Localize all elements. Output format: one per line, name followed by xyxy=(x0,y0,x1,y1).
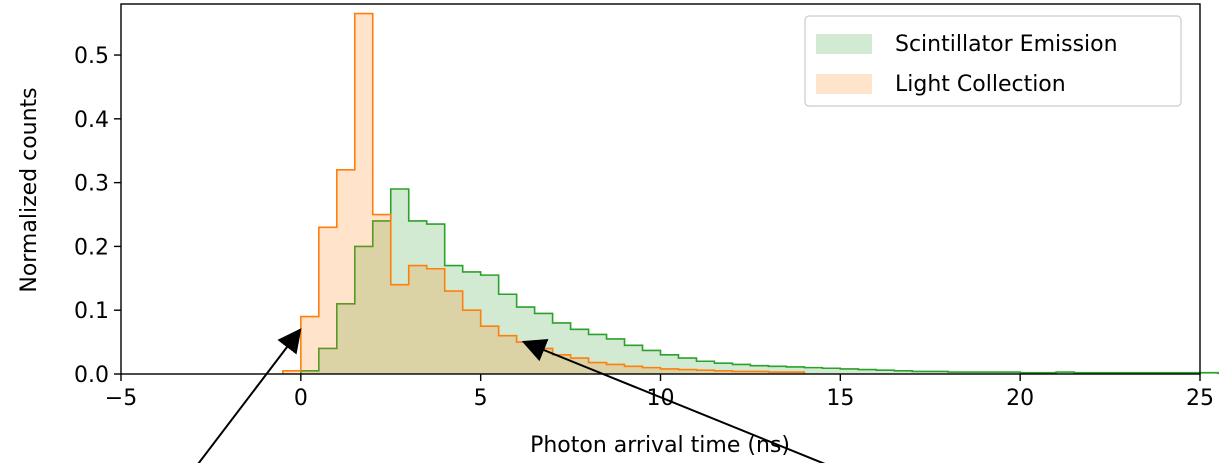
x-tick-label: 0 xyxy=(294,386,308,411)
histogram-bar xyxy=(822,368,841,374)
histogram-bar xyxy=(336,169,355,374)
histogram-bar xyxy=(282,370,301,374)
histogram-bar xyxy=(894,370,913,374)
y-tick-label: 0.5 xyxy=(74,44,109,69)
histogram-bar xyxy=(678,369,697,374)
legend: Scintillator Emission Light Collection xyxy=(804,15,1182,107)
legend-label-scintillator-emission: Scintillator Emission xyxy=(895,32,1118,57)
histogram-bar xyxy=(840,368,859,374)
histogram-bar xyxy=(714,363,733,374)
histogram-bar xyxy=(300,316,319,374)
legend-swatch-scintillator-emission xyxy=(816,34,872,54)
histogram-bar xyxy=(966,372,985,374)
histogram-bar xyxy=(696,370,715,374)
series-scintillator-emission xyxy=(300,188,1219,375)
histogram-bar xyxy=(426,224,445,374)
histogram-bar xyxy=(354,246,373,374)
axes-layer: −5 0 5 10 15 20 25 0.0 0.1 0.2 0.3 0.4 0.5 xyxy=(74,3,1214,411)
histogram-bar xyxy=(732,364,751,374)
histogram-bar xyxy=(714,370,733,374)
histogram-bar xyxy=(606,364,625,374)
histogram-bar xyxy=(516,342,535,374)
y-axis-label: Normalized counts xyxy=(17,87,42,292)
series-outline xyxy=(300,188,1219,375)
histogram-bar xyxy=(588,362,607,374)
histogram-bar xyxy=(750,371,769,374)
y-tick-label: 0.3 xyxy=(74,172,109,197)
histogram-bar xyxy=(624,366,643,374)
histogram-bar xyxy=(1056,372,1075,374)
histogram-bar xyxy=(300,370,319,374)
histogram-bar xyxy=(318,348,337,374)
x-tick-label: −5 xyxy=(105,386,137,411)
histogram-bar xyxy=(498,294,517,374)
annotation-arrows xyxy=(197,328,826,463)
x-axis-label: Photon arrival time (ns) xyxy=(530,433,790,458)
histogram-bar xyxy=(984,372,1003,374)
histogram-bar xyxy=(444,291,463,374)
x-tick-label: 10 xyxy=(647,386,675,411)
histogram-bar xyxy=(768,366,787,374)
histogram-bar xyxy=(858,369,877,374)
series-light-collection xyxy=(282,12,806,374)
histogram-bar xyxy=(768,372,787,374)
histogram-bar xyxy=(786,372,805,374)
y-tick-label: 0.0 xyxy=(74,363,109,388)
histogram-bar xyxy=(786,366,805,374)
histogram-bar xyxy=(444,265,463,374)
histogram-bar xyxy=(660,368,679,374)
histogram-bar xyxy=(732,371,751,374)
histogram-bar xyxy=(480,275,499,374)
histogram-bar xyxy=(912,371,931,374)
histogram-bar xyxy=(1002,372,1021,374)
histogram-bar xyxy=(642,367,661,374)
histogram-bar xyxy=(408,265,427,374)
series-layer xyxy=(282,12,1219,375)
annotation-arrow-left xyxy=(197,328,302,463)
histogram-bar xyxy=(930,371,949,374)
histogram-bar xyxy=(390,284,409,374)
y-tick-label: 0.2 xyxy=(74,235,109,260)
histogram-bar xyxy=(372,214,391,374)
histogram-bar xyxy=(498,335,517,374)
histogram-bar xyxy=(750,365,769,374)
histogram-bar xyxy=(552,322,571,374)
legend-label-light-collection: Light Collection xyxy=(895,72,1066,97)
histogram-bar xyxy=(408,220,427,374)
histogram-bar xyxy=(462,310,481,374)
histogram-bar xyxy=(336,303,355,374)
histogram-bar xyxy=(876,370,895,374)
histogram-bar xyxy=(426,268,445,374)
x-tick-label: 15 xyxy=(826,386,854,411)
y-tick-label: 0.1 xyxy=(74,299,109,324)
histogram-bar xyxy=(354,13,373,374)
histogram-bar xyxy=(462,271,481,374)
histogram-bar xyxy=(480,326,499,374)
x-tick-label: 25 xyxy=(1186,386,1214,411)
legend-frame xyxy=(804,15,1182,107)
histogram-bar xyxy=(948,372,967,374)
histogram-bar xyxy=(372,220,391,374)
y-tick-label: 0.4 xyxy=(74,108,109,133)
histogram-bar xyxy=(588,334,607,374)
histogram-bar xyxy=(390,189,409,374)
histogram-bar xyxy=(318,227,337,374)
x-tick-label: 20 xyxy=(1006,386,1034,411)
x-tick-label: 5 xyxy=(474,386,488,411)
legend-swatch-light-collection xyxy=(816,74,872,94)
annotation-arrow-right xyxy=(521,338,826,463)
histogram-bar xyxy=(804,367,823,374)
